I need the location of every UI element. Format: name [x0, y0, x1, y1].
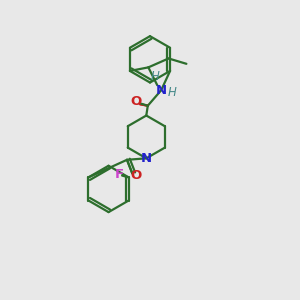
Text: O: O: [131, 95, 142, 108]
Text: F: F: [115, 169, 124, 182]
Text: H: H: [151, 70, 159, 83]
Text: H: H: [168, 86, 177, 99]
Text: N: N: [155, 84, 167, 97]
Text: N: N: [141, 152, 152, 165]
Text: O: O: [131, 169, 142, 182]
